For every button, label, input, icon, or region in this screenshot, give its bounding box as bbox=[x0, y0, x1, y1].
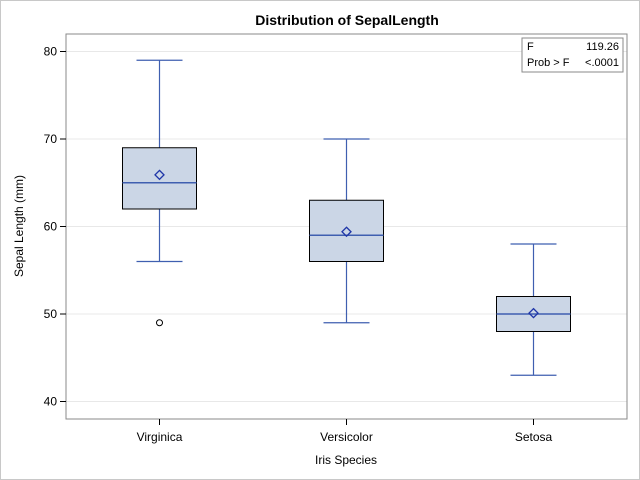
y-axis-ticks: 40 50 60 70 80 bbox=[44, 45, 66, 409]
x-axis-ticks: Virginica Versicolor Setosa bbox=[137, 419, 553, 444]
mean-marker-setosa bbox=[528, 307, 539, 319]
y-tick-label-40: 40 bbox=[44, 395, 58, 409]
boxes bbox=[122, 59, 571, 376]
stats-inset: F 119.26 Prob > F <.0001 bbox=[521, 37, 624, 73]
x-tick-label-virginica: Virginica bbox=[137, 430, 183, 444]
chart-title: Distribution of SepalLength bbox=[255, 12, 439, 28]
y-tick-label-70: 70 bbox=[44, 132, 58, 146]
x-axis-label: Iris Species bbox=[315, 453, 377, 467]
mean-marker-virginica bbox=[154, 169, 165, 181]
stats-inset-box bbox=[521, 37, 624, 73]
box-virginica bbox=[122, 59, 197, 327]
iqr-box-virginica bbox=[122, 147, 197, 210]
outlier-virginica-0 bbox=[156, 319, 163, 327]
box-setosa bbox=[496, 243, 571, 376]
stat-f-label: F bbox=[527, 41, 534, 53]
y-axis-label: Sepal Length (mm) bbox=[12, 175, 26, 277]
x-tick-label-setosa: Setosa bbox=[515, 430, 553, 444]
y-tick-label-50: 50 bbox=[44, 307, 58, 321]
iqr-box-versicolor bbox=[309, 199, 384, 262]
y-tick-label-80: 80 bbox=[44, 45, 58, 59]
mean-marker-versicolor bbox=[341, 226, 352, 238]
y-tick-label-60: 60 bbox=[44, 220, 58, 234]
stat-f-value: 119.26 bbox=[586, 41, 619, 53]
stat-prob-value: <.0001 bbox=[585, 57, 619, 69]
box-versicolor bbox=[309, 138, 384, 324]
x-tick-label-versicolor: Versicolor bbox=[320, 430, 373, 444]
stat-prob-label: Prob > F bbox=[527, 57, 570, 69]
